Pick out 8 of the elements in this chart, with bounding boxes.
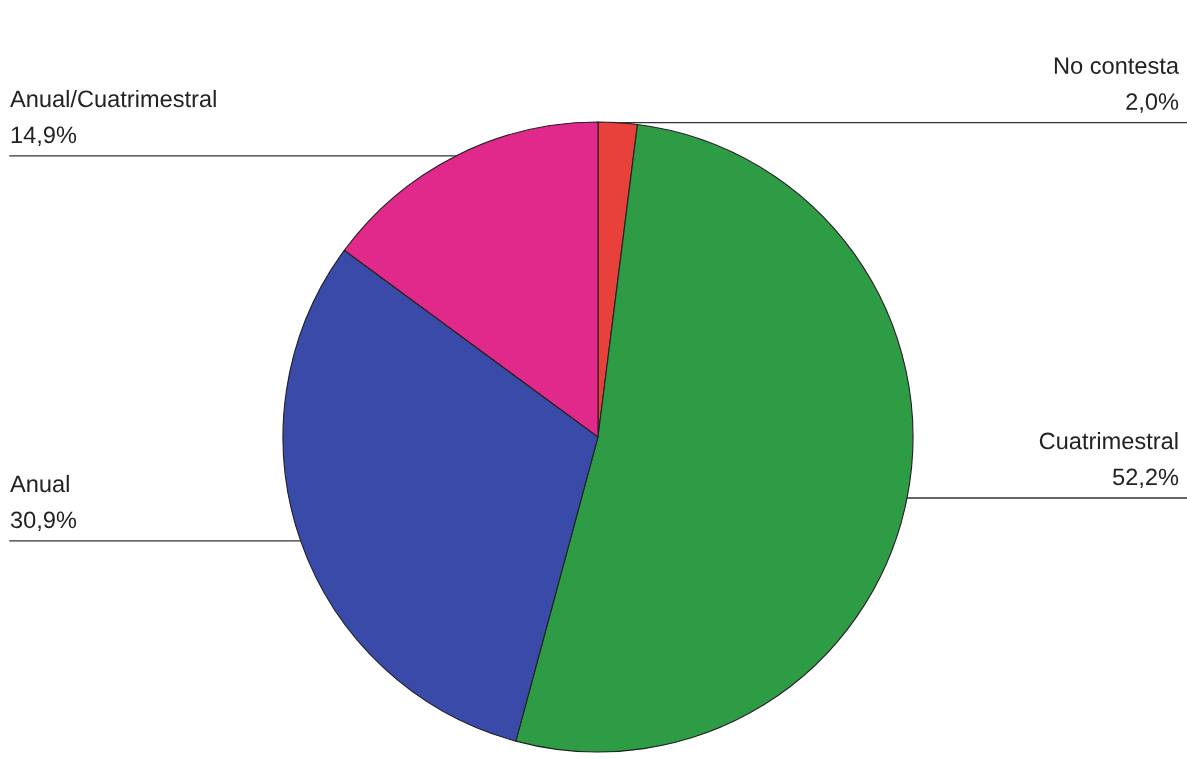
slice-label: Cuatrimestral bbox=[1039, 431, 1178, 450]
slice-label: No contesta bbox=[1054, 57, 1180, 74]
data-label: 30,9% bbox=[10, 511, 77, 532]
data-label: 2,0% bbox=[1126, 93, 1179, 113]
slice-label: Anual bbox=[10, 474, 69, 493]
data-label: 14,9% bbox=[11, 126, 77, 147]
data-label: 52,2% bbox=[1113, 468, 1179, 489]
slice-label: Anual/Cuatrimestral bbox=[10, 89, 216, 108]
